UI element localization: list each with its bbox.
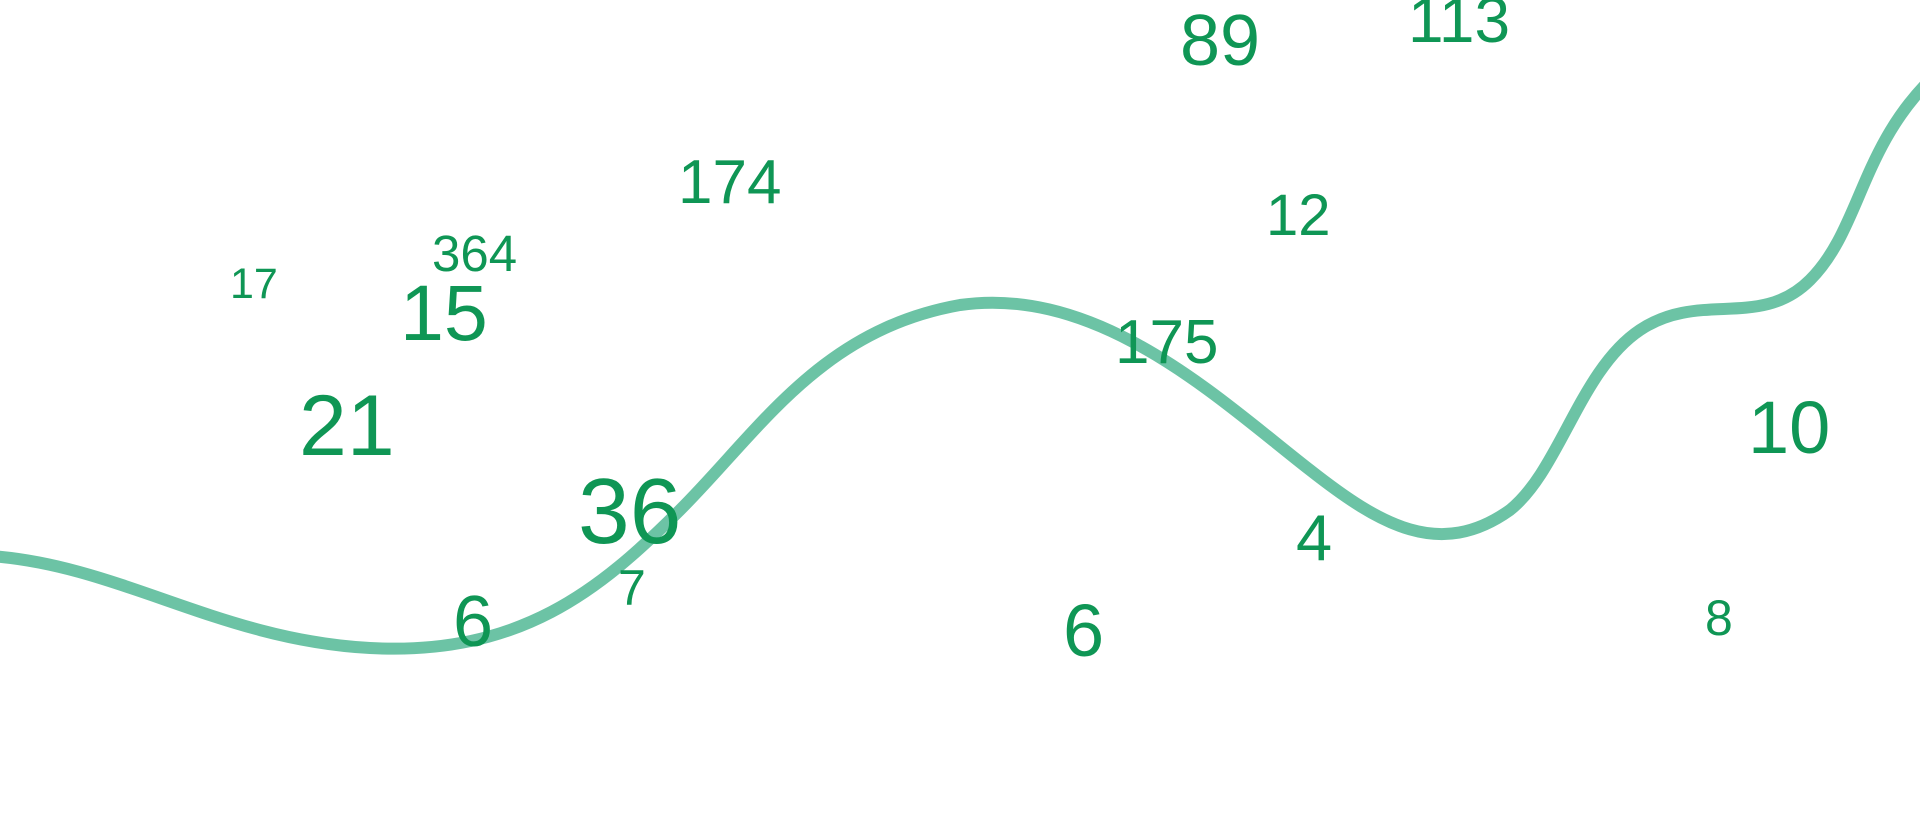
number-label: 15 xyxy=(400,268,488,357)
number-label: 6 xyxy=(453,582,494,662)
number-label: 113 xyxy=(1408,0,1511,56)
number-label: 12 xyxy=(1266,183,1331,248)
number-label: 175 xyxy=(1115,308,1219,377)
number-label: 6 xyxy=(1063,589,1105,672)
number-label: 7 xyxy=(618,560,646,616)
number-label: 10 xyxy=(1748,386,1831,469)
number-label: 364 xyxy=(432,225,518,282)
number-label: 8 xyxy=(1705,590,1733,646)
number-label: 17 xyxy=(230,260,278,308)
curve-path xyxy=(0,81,1920,655)
number-label: 21 xyxy=(299,378,395,474)
number-label: 89 xyxy=(1180,1,1261,81)
number-label: 36 xyxy=(578,459,682,563)
number-label: 4 xyxy=(1296,501,1333,574)
number-label: 174 xyxy=(678,148,782,217)
